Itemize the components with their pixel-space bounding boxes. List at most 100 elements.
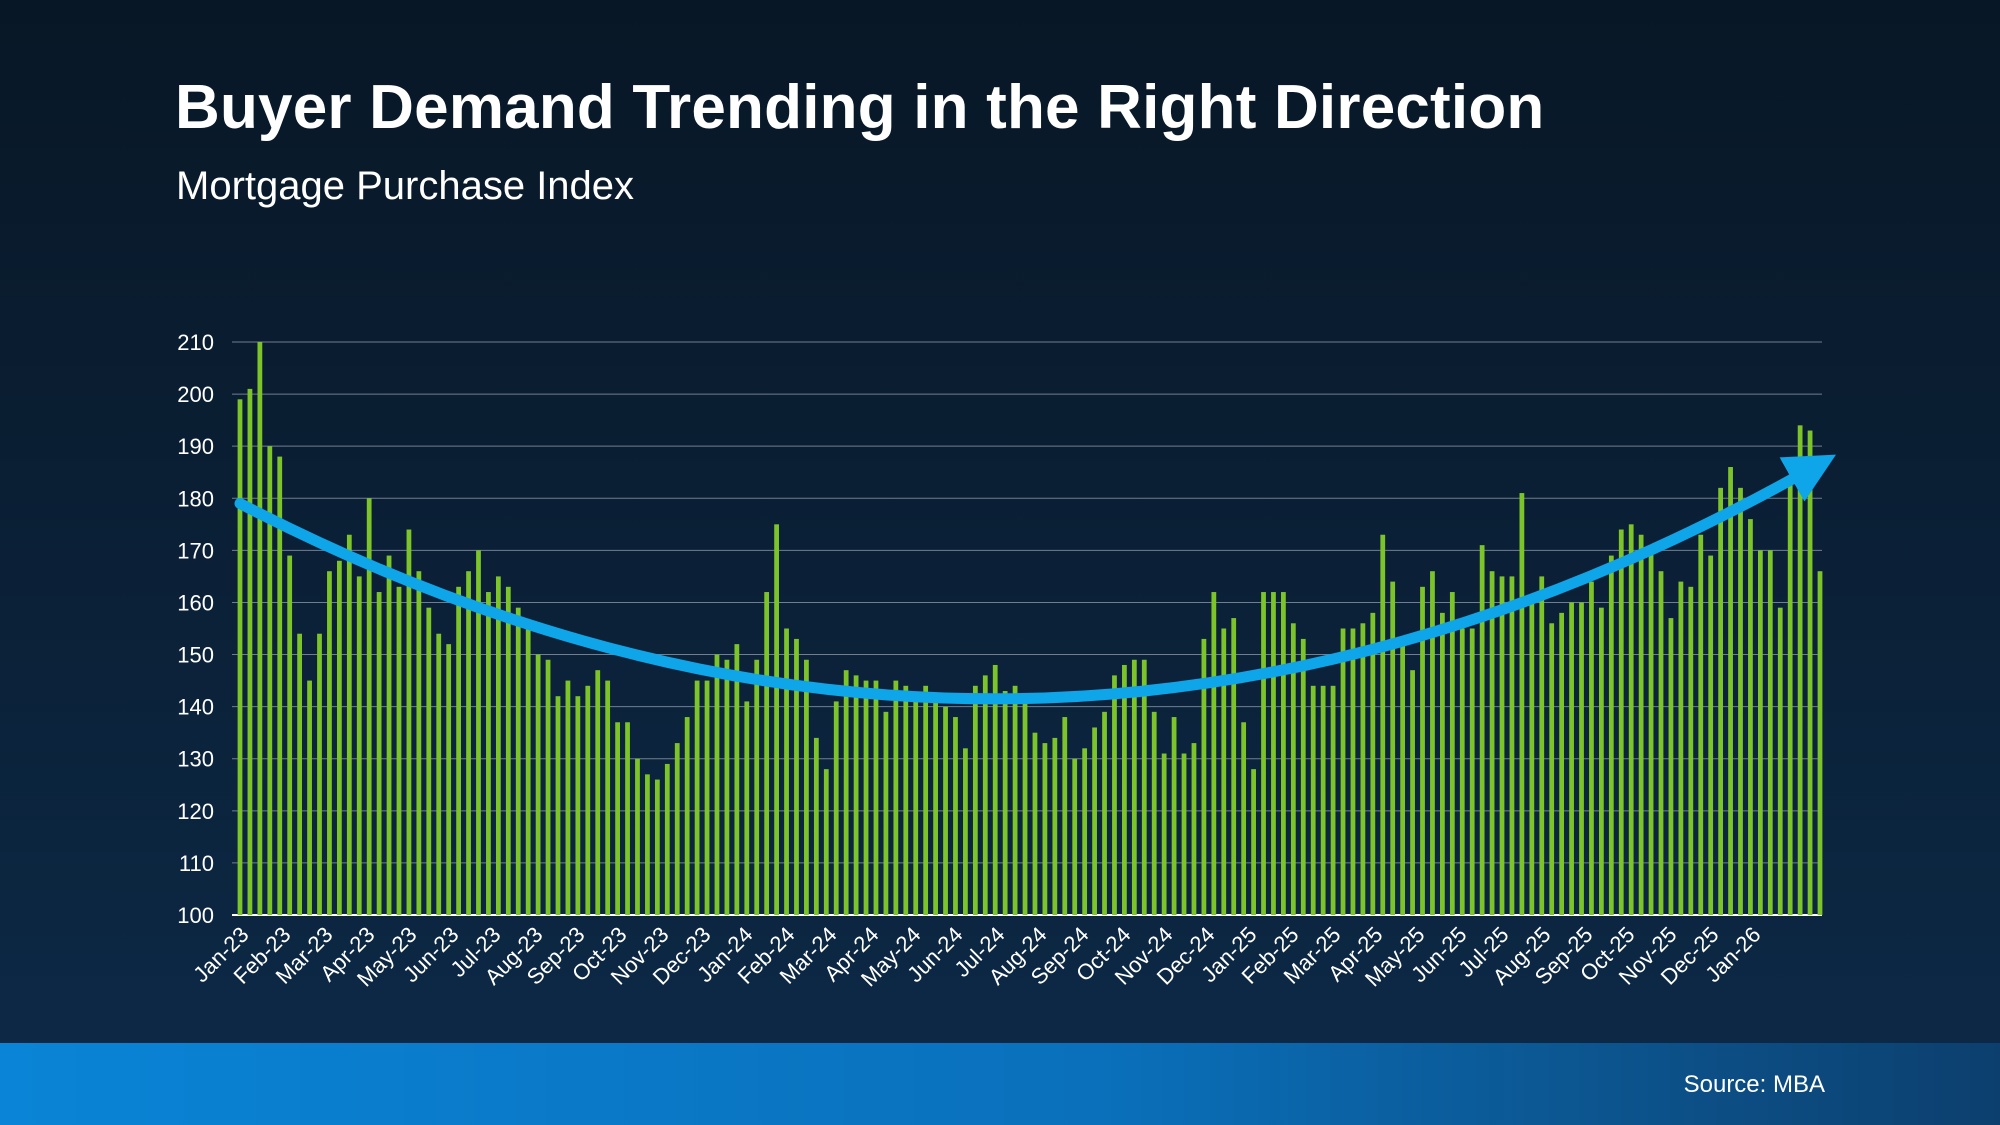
- bar: [356, 576, 362, 915]
- bar: [1678, 581, 1684, 915]
- bar: [1380, 534, 1386, 915]
- bar: [1757, 550, 1763, 915]
- bar: [1658, 571, 1664, 915]
- bar: [704, 680, 710, 915]
- bar: [913, 701, 919, 915]
- bar: [1261, 592, 1266, 915]
- bar: [1211, 592, 1217, 915]
- bar: [1052, 737, 1058, 915]
- bar: [426, 607, 432, 915]
- bar: [1131, 659, 1137, 915]
- bar: [764, 592, 770, 915]
- bar: [1151, 711, 1157, 915]
- bar: [1519, 493, 1525, 915]
- bar: [1300, 638, 1306, 915]
- bar: [436, 633, 442, 915]
- bar: [1310, 685, 1316, 915]
- bar: [535, 654, 541, 915]
- bar: [1191, 743, 1197, 915]
- bar: [754, 659, 760, 915]
- bar: [525, 628, 531, 915]
- bar: [823, 769, 829, 915]
- bar: [336, 560, 342, 915]
- bar: [1559, 612, 1565, 915]
- bar: [1539, 576, 1545, 915]
- bar: [813, 737, 819, 915]
- bar: [1668, 618, 1674, 915]
- chart-title: Buyer Demand Trending in the Right Direc…: [175, 73, 1545, 142]
- bar-chart: 100 110 120 130 140 150 160 170 180 190 200 210 Jan…: [177, 330, 1837, 928]
- bar: [1122, 664, 1127, 915]
- bar: [297, 633, 303, 915]
- bar: [1002, 691, 1008, 915]
- bar: [1459, 628, 1465, 915]
- bar: [635, 758, 640, 915]
- bar: [714, 654, 720, 915]
- bar: [486, 592, 491, 915]
- bar: [1608, 555, 1614, 915]
- bar: [1489, 571, 1495, 915]
- bar: [476, 550, 481, 915]
- bar: [1062, 717, 1068, 915]
- y-tick-label: 100: [177, 903, 214, 928]
- bar: [1082, 748, 1088, 915]
- bar: [1688, 586, 1694, 915]
- bar: [1718, 487, 1724, 915]
- bar: [1589, 581, 1594, 915]
- bar: [1201, 638, 1207, 915]
- bar: [595, 670, 601, 915]
- bar: [605, 680, 611, 915]
- bar: [1708, 555, 1714, 915]
- bar: [396, 586, 402, 915]
- y-tick-label: 180: [177, 486, 214, 511]
- bar: [1221, 628, 1227, 915]
- bar: [1767, 550, 1773, 915]
- bar: [1777, 607, 1783, 915]
- bar: [883, 711, 889, 915]
- bar: [1241, 722, 1247, 915]
- bar: [1618, 529, 1624, 915]
- bar: [1171, 717, 1177, 915]
- bar: [1320, 685, 1326, 915]
- bar: [1161, 753, 1167, 915]
- bar: [406, 529, 412, 915]
- bar: [1817, 571, 1823, 915]
- bar: [873, 680, 879, 915]
- bar: [903, 685, 909, 915]
- bar: [1509, 576, 1515, 915]
- bar: [545, 659, 551, 915]
- bar: [565, 680, 571, 915]
- bar: [972, 685, 978, 915]
- bar: [1092, 727, 1097, 915]
- bar: [784, 628, 789, 915]
- bar: [1231, 618, 1237, 915]
- source-label: Source: MBA: [1683, 1071, 1825, 1098]
- bar: [1420, 586, 1425, 915]
- bar: [1350, 628, 1356, 915]
- bar: [505, 586, 511, 915]
- trend: [234, 454, 1837, 705]
- bar: [555, 696, 561, 915]
- footer-band: [0, 1043, 2000, 1125]
- bar: [1728, 467, 1733, 915]
- bar: [495, 576, 501, 915]
- bar: [684, 717, 690, 915]
- bar: [1638, 534, 1644, 915]
- y-tick-label: 210: [177, 330, 214, 355]
- bar: [694, 680, 700, 915]
- bar: [1499, 576, 1505, 915]
- y-tick-label: 130: [177, 747, 214, 772]
- bar: [1032, 732, 1038, 915]
- bar: [257, 342, 263, 915]
- bar: [1440, 612, 1445, 915]
- bar: [992, 664, 998, 915]
- bar: [1400, 644, 1406, 915]
- bar: [1012, 685, 1018, 915]
- bar: [1479, 545, 1485, 915]
- bar: [1449, 592, 1455, 915]
- bar: [794, 638, 799, 915]
- bar: [1141, 659, 1147, 915]
- trend-curve: [234, 454, 1837, 705]
- y-axis-ticks: 100 110 120 130 140 150 160 170 180 190 200 210: [177, 330, 214, 928]
- bar: [1112, 675, 1117, 915]
